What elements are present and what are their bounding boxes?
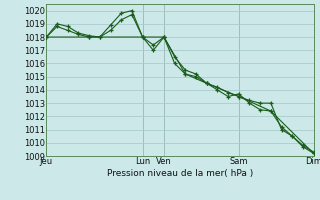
X-axis label: Pression niveau de la mer( hPa ): Pression niveau de la mer( hPa ) — [107, 169, 253, 178]
